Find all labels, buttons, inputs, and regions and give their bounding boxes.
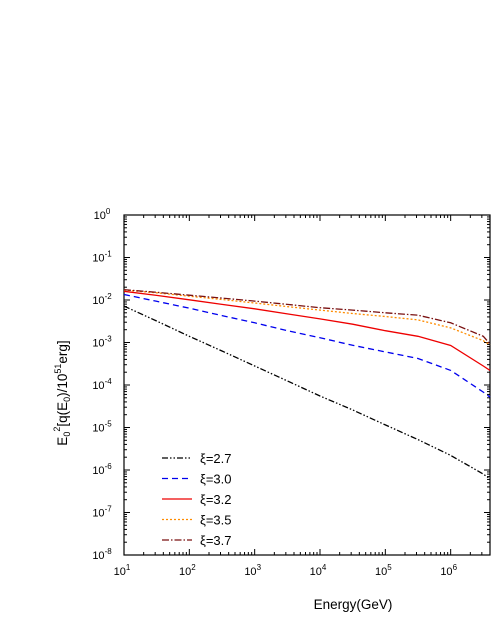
- y-tick-label: 10-4: [92, 377, 112, 392]
- legend-label-2: ξ=3.0: [200, 472, 231, 487]
- x-tick-label: 101: [114, 563, 131, 578]
- plot-area: [123, 214, 491, 556]
- axis-ticks: [123, 214, 491, 556]
- x-axis-label: Energy(GeV): [314, 597, 393, 612]
- series-line-4: [123, 289, 491, 346]
- y-tick-label: 10-7: [92, 505, 112, 520]
- series-lines: [123, 289, 491, 480]
- plot-frame: [123, 214, 491, 556]
- y-tick-label: 10-5: [92, 420, 112, 435]
- legend-label-4: ξ=3.5: [200, 513, 231, 528]
- series-line-5: [123, 289, 491, 345]
- y-tick-label: 10-2: [92, 292, 112, 307]
- y-tick-label: 10-1: [92, 250, 112, 265]
- legend-label-5: ξ=3.7: [200, 533, 231, 548]
- y-tick-label: 100: [94, 207, 111, 222]
- series-line-3: [123, 290, 491, 371]
- y-axis-label: E02[q(E0)/1051erg]: [52, 340, 72, 445]
- y-tick-label: 10-6: [92, 462, 112, 477]
- x-tick-label: 102: [179, 563, 196, 578]
- legend-label-1: ξ=2.7: [200, 451, 231, 466]
- legend: ξ=2.7 ξ=3.0 ξ=3.2 ξ=3.5 ξ=3.7: [162, 451, 231, 548]
- series-line-1: [123, 305, 491, 480]
- series-line-2: [123, 293, 491, 398]
- x-tick-label: 106: [440, 563, 457, 578]
- x-tick-label: 103: [244, 563, 261, 578]
- x-tick-label: 104: [310, 563, 327, 578]
- legend-label-3: ξ=3.2: [200, 492, 231, 507]
- y-tick-label: 10-3: [92, 335, 112, 350]
- x-tick-label: 105: [375, 563, 392, 578]
- y-tick-label: 10-8: [92, 547, 112, 562]
- tick-labels: 101 102 103 104 105 106 100 10-1 10-2 10-3 10-4 10-…: [92, 207, 457, 578]
